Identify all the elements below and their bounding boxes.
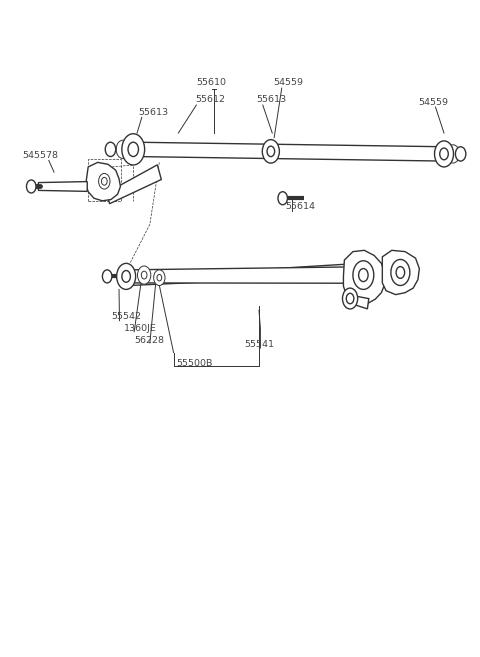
Circle shape [128,142,138,156]
Text: 1360JE: 1360JE [124,324,156,333]
Circle shape [122,134,144,165]
Circle shape [141,271,147,279]
Polygon shape [347,295,369,309]
Circle shape [157,275,162,281]
Text: 55500B: 55500B [176,359,212,367]
Circle shape [278,192,288,205]
Circle shape [391,260,410,286]
Circle shape [117,263,136,290]
Text: 55542: 55542 [111,311,141,321]
Text: 55610: 55610 [196,78,227,87]
Circle shape [101,177,107,185]
Text: 55541: 55541 [245,340,275,350]
Polygon shape [126,267,349,283]
Circle shape [342,288,358,309]
Circle shape [137,266,151,284]
Circle shape [353,261,374,290]
Text: 545578: 545578 [23,151,59,160]
Circle shape [456,147,466,161]
Circle shape [267,146,275,156]
Circle shape [262,140,279,163]
Circle shape [446,145,460,163]
Circle shape [440,148,448,160]
Circle shape [346,293,354,304]
Text: 55613: 55613 [138,108,168,117]
Circle shape [359,269,368,282]
Polygon shape [128,264,349,286]
Circle shape [105,142,116,156]
Circle shape [122,271,131,283]
Circle shape [116,140,130,158]
Text: 54559: 54559 [273,78,303,87]
Polygon shape [86,162,120,201]
Circle shape [98,173,110,189]
Text: 55612: 55612 [195,95,225,104]
Text: 56228: 56228 [135,336,165,346]
Circle shape [26,180,36,193]
Polygon shape [343,250,384,304]
Polygon shape [383,250,420,294]
Text: 54559: 54559 [418,98,448,107]
Circle shape [102,270,112,283]
Text: 55614: 55614 [285,202,315,212]
Circle shape [154,270,165,286]
Text: 55613: 55613 [257,95,287,104]
Polygon shape [133,142,444,161]
Circle shape [434,141,454,167]
Circle shape [396,267,405,279]
Polygon shape [38,181,87,191]
Polygon shape [107,165,161,204]
